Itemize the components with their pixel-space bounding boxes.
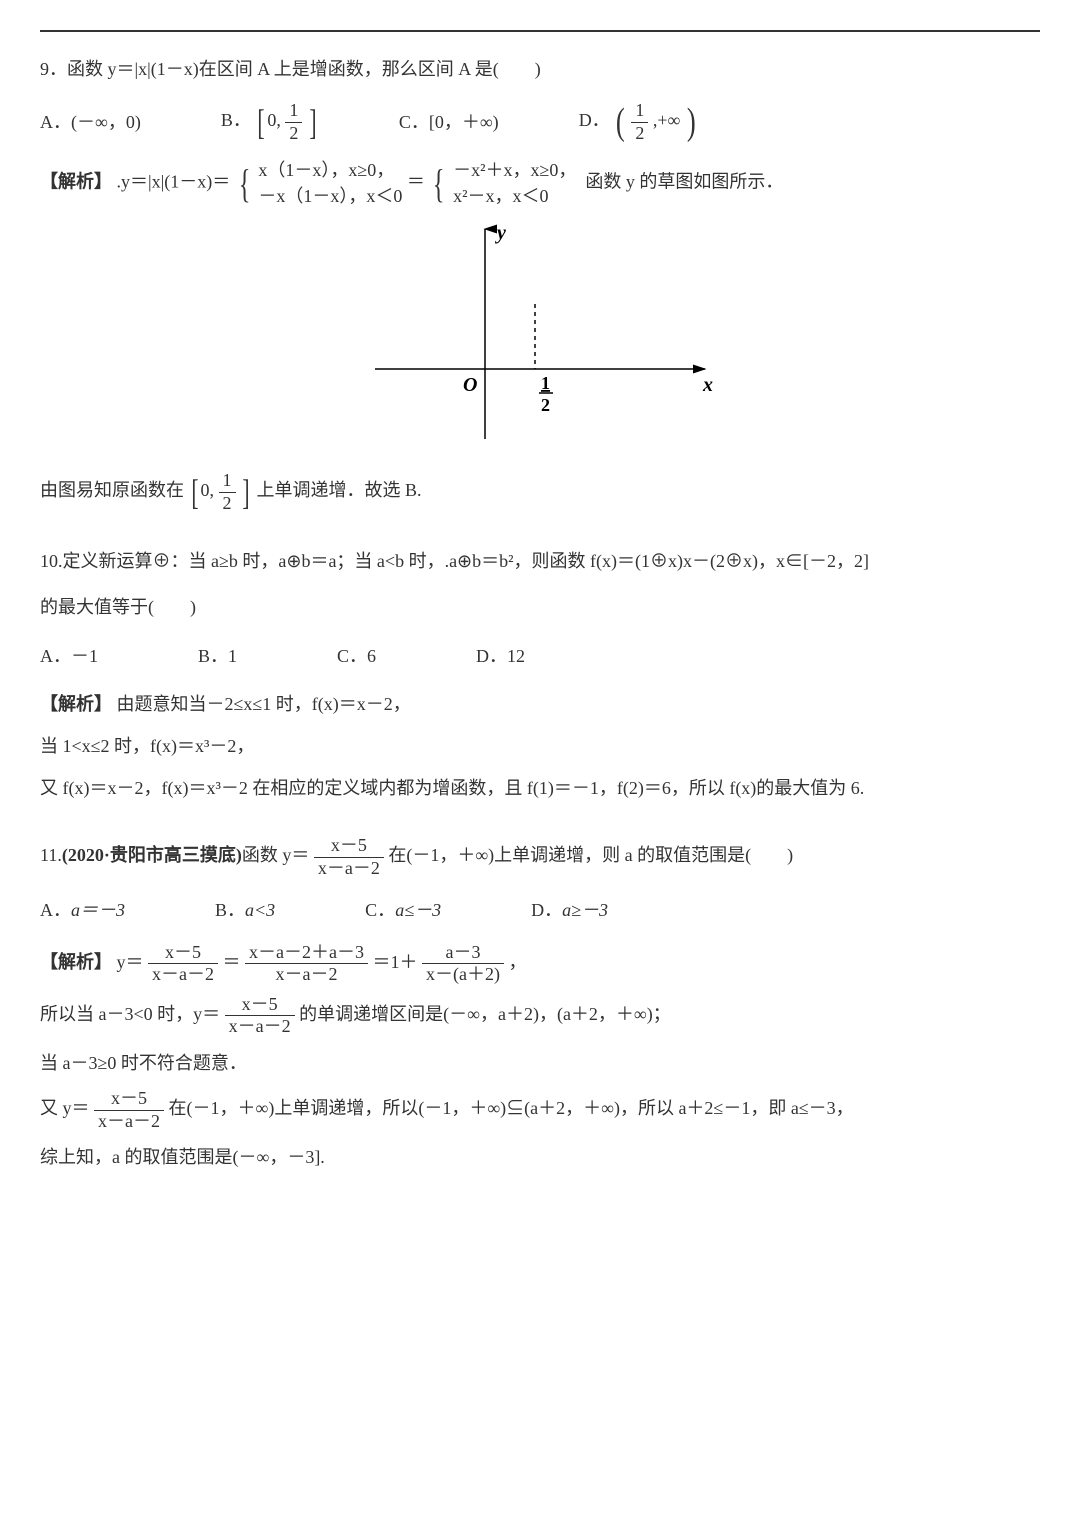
q10-options: A．－1 B．1 C．6 D．12	[40, 639, 1040, 673]
q9-analysis-label: 【解析】	[40, 172, 112, 192]
problem-10: 10.定义新运算⊕：当 a≥b 时，a⊕b＝a；当 a<b 时，.a⊕b＝b²，…	[40, 544, 1040, 805]
q11-analysis-5: 综上知，a 的取值范围是(－∞，－3].	[40, 1140, 1040, 1174]
q10-question-l2: 的最大值等于( )	[40, 590, 1040, 624]
q9-graph-svg: x y O 12	[365, 219, 715, 449]
q9-question: 9．函数 y＝|x|(1－x)在区间 A 上是增函数，那么区间 A 是( )	[40, 52, 1040, 86]
svg-text:O: O	[463, 374, 477, 396]
q11-option-a: A．a＝－3	[40, 893, 125, 927]
q11-option-d: D．a≥－3	[531, 893, 608, 927]
q10-analysis-label: 【解析】	[40, 694, 112, 714]
svg-text:y: y	[495, 222, 506, 244]
q11-number: 11.	[40, 845, 62, 865]
q11-analysis-3: 当 a－3≥0 时不符合题意．	[40, 1046, 1040, 1080]
q9-graph: x y O 12	[40, 219, 1040, 460]
q9-option-c: C．[0，＋∞)	[399, 105, 499, 139]
q10-option-d: D．12	[476, 639, 525, 673]
q11-option-b: B．a<3	[215, 893, 275, 927]
q10-analysis-1: 【解析】 由题意知当－2≤x≤1 时，f(x)＝x－2，	[40, 687, 1040, 721]
q10-number: 10.	[40, 551, 63, 571]
q10-option-a: A．－1	[40, 639, 98, 673]
q11-analysis-2: 所以当 a－3<0 时，y＝ x－5x－a－2 的单调递增区间是(－∞，a＋2)…	[40, 994, 1040, 1038]
q10-question: 10.定义新运算⊕：当 a≥b 时，a⊕b＝a；当 a<b 时，.a⊕b＝b²，…	[40, 544, 1040, 578]
q9-option-d: D． ( 12 ,+∞ )	[579, 100, 698, 144]
problem-11: 11.(2020·贵阳市高三摸底)函数 y＝ x－5x－a－2 在(－1，＋∞)…	[40, 835, 1040, 1174]
top-rule	[40, 30, 1040, 32]
problem-9: 9．函数 y＝|x|(1－x)在区间 A 上是增函数，那么区间 A 是( ) A…	[40, 52, 1040, 514]
q10-option-c: C．6	[337, 639, 376, 673]
q9-option-b: B． [0, 12 ]	[221, 100, 319, 144]
q10-analysis-3: 又 f(x)＝x－2，f(x)＝x³－2 在相应的定义域内都为增函数，且 f(1…	[40, 771, 1040, 805]
q11-question: 11.(2020·贵阳市高三摸底)函数 y＝ x－5x－a－2 在(－1，＋∞)…	[40, 835, 1040, 879]
q10-option-b: B．1	[198, 639, 237, 673]
q11-analysis-1: 【解析】 y＝ x－5x－a－2 ＝ x－a－2＋a－3x－a－2 ＝1＋ a－…	[40, 942, 1040, 986]
q9-conclusion: 由图易知原函数在 [0, 12 ] 上单调递增．故选 B.	[40, 470, 1040, 514]
svg-text:2: 2	[541, 395, 550, 415]
q11-analysis-4: 又 y＝ x－5x－a－2 在(－1，＋∞)上单调递增，所以(－1，＋∞)⊆(a…	[40, 1088, 1040, 1132]
q11-options: A．a＝－3 B．a<3 C．a≤－3 D．a≥－3	[40, 893, 1040, 927]
q9-number: 9．	[40, 59, 67, 79]
q9-option-a: A．(－∞，0)	[40, 105, 141, 139]
q10-analysis-2: 当 1<x≤2 时，f(x)＝x³－2，	[40, 729, 1040, 763]
q9-options: A．(－∞，0) B． [0, 12 ] C．[0，＋∞) D． ( 12 ,+…	[40, 100, 1040, 144]
q9-text: 函数 y＝|x|(1－x)在区间 A 上是增函数，那么区间 A 是( )	[67, 59, 541, 79]
q11-source: (2020·贵阳市高三摸底)	[62, 845, 242, 865]
q11-option-c: C．a≤－3	[365, 893, 441, 927]
q11-analysis-label: 【解析】	[40, 952, 112, 972]
svg-text:1: 1	[541, 373, 550, 393]
svg-text:x: x	[702, 374, 713, 396]
q9-analysis: 【解析】 .y＝|x|(1－x)＝ { x（1－x），x≥0， －x（1－x），…	[40, 158, 1040, 208]
